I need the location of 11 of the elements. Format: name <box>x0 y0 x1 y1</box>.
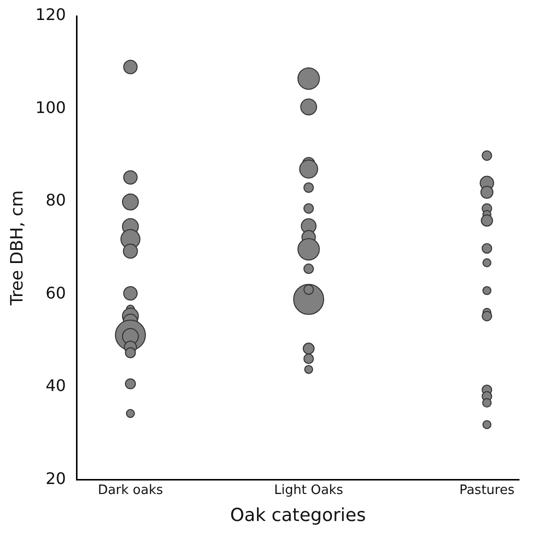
y-tick-label: 100 <box>35 98 66 117</box>
y-axis-title: Tree DBH, cm <box>8 190 28 306</box>
x-tick-label: Pastures <box>459 482 515 498</box>
y-tick-label: 60 <box>46 283 66 302</box>
x-axis-title: Oak categories <box>230 504 366 526</box>
y-tick-label: 80 <box>46 190 66 210</box>
y-tick-label: 40 <box>46 376 66 396</box>
x-tick-label: Light Oaks <box>274 482 344 498</box>
y-tick-label: 120 <box>35 5 66 24</box>
x-tick-label: Dark oaks <box>98 482 164 498</box>
y-tick-label: 20 <box>46 468 66 488</box>
